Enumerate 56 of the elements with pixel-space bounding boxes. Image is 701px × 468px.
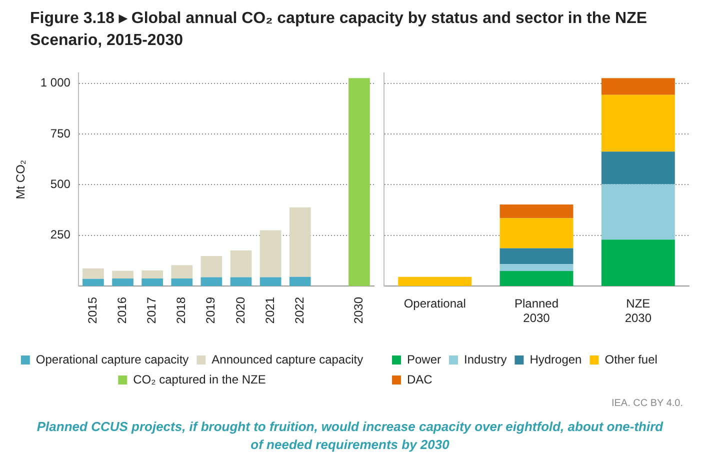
bar bbox=[500, 264, 574, 272]
x-tick-label: Operational bbox=[404, 296, 466, 311]
y-tick-label: 750 bbox=[50, 126, 71, 140]
bar bbox=[601, 240, 675, 286]
y-tick-label: 500 bbox=[50, 176, 71, 191]
text: IEA. CC BY 4.0. bbox=[611, 398, 683, 409]
x-tick-label: 2017 bbox=[144, 296, 159, 324]
bar bbox=[500, 271, 574, 286]
bar bbox=[171, 265, 193, 278]
bar bbox=[82, 268, 104, 279]
x-tick-label: NZE 2030 bbox=[624, 296, 652, 325]
legend-label: CO₂ captured in the NZE bbox=[133, 372, 266, 386]
y-axis-title: Mt CO₂ bbox=[14, 160, 28, 200]
bar bbox=[82, 278, 104, 286]
bar bbox=[260, 277, 282, 286]
bar bbox=[230, 250, 252, 278]
bar bbox=[500, 248, 574, 264]
bar bbox=[500, 218, 574, 248]
bar bbox=[112, 270, 134, 278]
bar bbox=[601, 152, 675, 184]
bar bbox=[142, 278, 163, 286]
bar bbox=[601, 78, 675, 95]
legend-label: Industry bbox=[464, 352, 507, 366]
x-tick-label: 2030 bbox=[352, 296, 366, 324]
bar bbox=[601, 94, 675, 152]
x-tick-label: 2015 bbox=[86, 296, 100, 324]
bar bbox=[112, 278, 134, 286]
x-tick-label: Planned 2030 bbox=[514, 296, 559, 325]
x-tick-label: 2018 bbox=[174, 296, 188, 324]
bar bbox=[348, 78, 370, 286]
y-tick-label: 250 bbox=[50, 228, 71, 242]
bar bbox=[230, 277, 252, 286]
chart-title: Figure 3.18 ▸ Global annual CO₂ capture capacity by status and sector in the NZE Scenario, 2015-2030 bbox=[30, 9, 648, 51]
bar bbox=[398, 276, 472, 286]
text: Planned CCUS projects, if brought to fruition, would increase capacity over eightfold, about one-third of needed requirements by 2030 bbox=[36, 418, 664, 454]
legend-label: Hydrogen bbox=[530, 352, 582, 366]
legend-label: Announced capture capacity bbox=[212, 352, 364, 366]
legend-label: Operational capture capacity bbox=[36, 352, 189, 366]
bar bbox=[289, 207, 311, 277]
bar bbox=[200, 256, 222, 278]
legend-label: DAC bbox=[407, 372, 433, 386]
y-tick-label: 1 000 bbox=[40, 76, 71, 90]
legend-label: Power bbox=[407, 352, 442, 366]
bar bbox=[171, 278, 193, 286]
x-tick-label: 2022 bbox=[292, 296, 306, 324]
legend-label: Other fuel bbox=[604, 352, 658, 366]
bar bbox=[601, 184, 675, 240]
bar bbox=[500, 204, 574, 218]
x-tick-label: 2020 bbox=[233, 296, 248, 324]
bar bbox=[200, 277, 222, 286]
bar bbox=[142, 270, 163, 278]
x-tick-label: 2019 bbox=[204, 296, 218, 324]
x-tick-label: 2021 bbox=[262, 296, 277, 324]
bar bbox=[260, 230, 282, 278]
x-tick-label: 2016 bbox=[115, 296, 130, 324]
bar bbox=[289, 276, 311, 286]
